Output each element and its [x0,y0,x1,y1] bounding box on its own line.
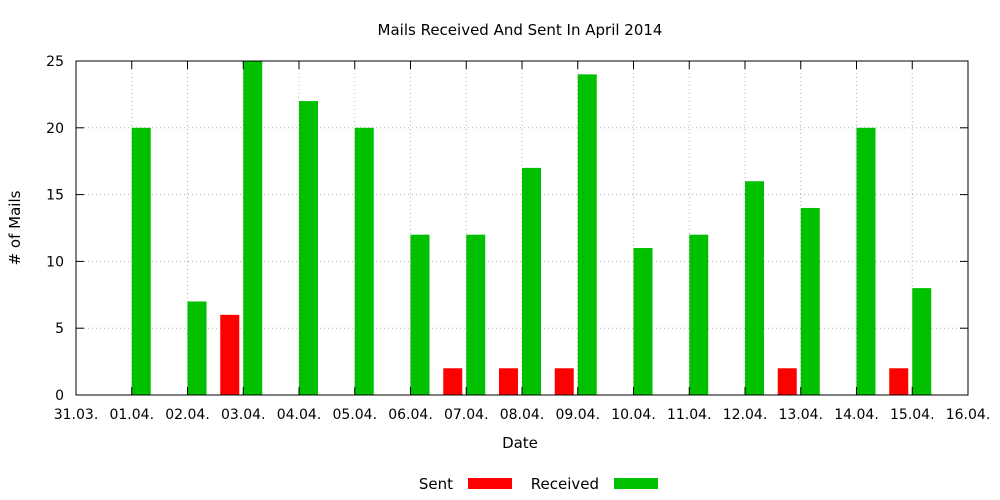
legend-label-sent: Sent [419,475,453,493]
x-tick-label: 07.04. [444,407,489,423]
y-tick-label: 15 [46,188,64,204]
bar-sent-08-04 [499,368,518,395]
legend-swatch-sent [468,478,512,489]
legend: Sent Received [419,475,658,493]
bar-received-08-04 [522,167,541,395]
x-tick-label: 31.03. [54,407,99,423]
bar-received-02-04 [187,301,207,395]
x-tick-label: 03.04. [221,407,266,423]
x-tick-label: 05.04. [332,407,377,423]
x-tick-label: 08.04. [500,407,545,423]
bar-received-03-04 [243,61,263,395]
y-tick-label: 5 [55,321,64,337]
bar-sent-09-04 [554,368,574,395]
bar-received-05-04 [354,127,374,396]
x-tick-label: 09.04. [555,407,600,423]
bar-received-14-04 [856,127,876,396]
bar-received-04-04 [299,101,318,395]
x-tick-label: 14.04. [834,407,879,423]
y-tick-label: 20 [46,121,64,137]
bar-received-06-04 [410,234,430,395]
y-axis-label: # of Mails [6,190,24,265]
y-tick-label: 25 [46,54,64,70]
x-tick-label: 11.04. [667,407,712,423]
bar-received-09-04 [577,74,597,396]
x-tick-label: 16.04. [946,407,991,423]
bar-sent-07-04 [443,368,463,395]
bar-received-12-04 [745,181,764,395]
x-tick-label: 04.04. [277,407,322,423]
x-tick-label: 01.04. [109,407,154,423]
x-tick-label: 12.04. [723,407,768,423]
bar-received-13-04 [800,207,820,395]
x-tick-label: 10.04. [611,407,656,423]
x-axis-label: Date [502,434,538,452]
x-tick-label: 06.04. [388,407,433,423]
bar-received-10-04 [633,248,653,395]
x-tick-label: 13.04. [778,407,823,423]
legend-label-received: Received [531,475,599,493]
bar-sent-03-04 [220,314,240,395]
bar-received-15-04 [912,288,932,395]
bars [131,61,932,396]
chart-title: Mails Received And Sent In April 2014 [378,21,663,39]
bar-received-01-04 [131,127,151,396]
axis-ticks: 0 5 10 15 20 25 31.03. 01.04. 02.04. 03.04. 04.04.… [46,54,990,423]
y-tick-label: 10 [46,254,64,270]
legend-swatch-received [614,478,658,489]
y-tick-label: 0 [55,388,64,404]
bar-sent-15-04 [889,368,909,395]
bar-received-11-04 [689,234,709,395]
x-tick-label: 02.04. [165,407,210,423]
bar-received-07-04 [466,234,486,395]
x-tick-label: 15.04. [890,407,935,423]
bar-sent-13-04 [777,368,797,395]
